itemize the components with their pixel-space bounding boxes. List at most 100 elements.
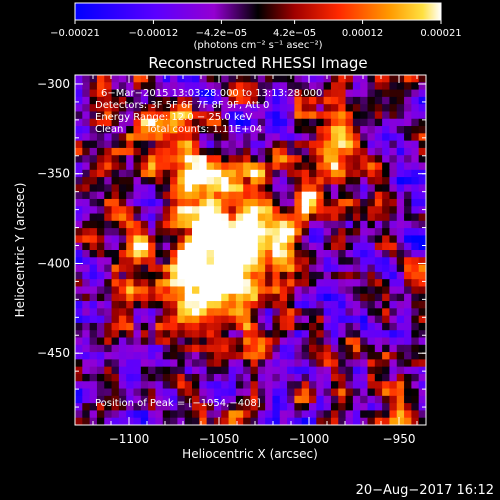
heatmap-cell [104, 381, 113, 390]
heatmap-cell [396, 322, 405, 331]
heatmap-cell [133, 206, 142, 215]
heatmap-cell [323, 133, 332, 142]
heatmap-cell [192, 235, 200, 244]
heatmap-cell [404, 279, 412, 288]
heatmap-cell [287, 96, 295, 105]
heatmap-cell [287, 206, 295, 215]
heatmap-cell [345, 337, 354, 346]
heatmap-cell [133, 301, 142, 309]
heatmap-cell [316, 344, 325, 353]
heatmap-cell [184, 177, 193, 185]
heatmap-cell [316, 198, 325, 207]
heatmap-cell [111, 264, 120, 273]
heatmap-cell [338, 104, 347, 113]
heatmap-cell [177, 359, 186, 368]
heatmap-cell [155, 242, 164, 251]
heatmap-cell [82, 352, 91, 360]
heatmap-cell [118, 308, 127, 317]
heatmap-cell [338, 96, 347, 105]
heatmap-cell [111, 133, 120, 142]
heatmap-cell [235, 118, 244, 127]
heatmap-cell [404, 169, 412, 178]
heatmap-cell [96, 147, 105, 156]
heatmap-cell [192, 308, 200, 317]
heatmap-cell [418, 126, 426, 134]
heatmap-cell [111, 352, 120, 360]
heatmap-cell [309, 417, 317, 425]
heatmap-cell [382, 337, 391, 346]
heatmap-cell [126, 126, 135, 134]
heatmap-cell [323, 308, 332, 317]
heatmap-cell [272, 206, 281, 215]
heatmap-cell [206, 111, 215, 120]
heatmap-cell [382, 264, 391, 273]
heatmap-cell [140, 337, 149, 346]
heatmap-cell [133, 308, 142, 317]
heatmap-cell [323, 381, 332, 390]
heatmap-cell [177, 264, 186, 273]
heatmap-cell [404, 308, 412, 317]
heatmap-cell [177, 220, 186, 229]
heatmap-cell [418, 213, 426, 222]
heatmap-cell [316, 359, 325, 368]
heatmap-cell [272, 388, 281, 397]
heatmap-cell [250, 147, 259, 156]
heatmap-cell [367, 315, 376, 324]
heatmap-cell [330, 177, 339, 185]
heatmap-cell [213, 366, 222, 375]
heatmap-cell [287, 352, 295, 360]
heatmap-cell [162, 381, 171, 390]
heatmap-cell [221, 82, 230, 91]
heatmap-cell [140, 330, 149, 339]
heatmap-cell [184, 104, 193, 113]
heatmap-cell [221, 388, 230, 397]
heatmap-cell [382, 235, 391, 244]
heatmap-cell [126, 301, 135, 309]
heatmap-cell [104, 228, 113, 237]
heatmap-cell [177, 228, 186, 237]
heatmap-cell [126, 82, 135, 91]
heatmap-cell [345, 308, 354, 317]
heatmap-cell [228, 381, 237, 390]
heatmap-cell [345, 213, 354, 222]
heatmap-cell [257, 126, 266, 134]
heatmap-cell [89, 293, 98, 302]
heatmap-cell [272, 264, 281, 273]
heatmap-cell [104, 257, 113, 266]
heatmap-cell [323, 293, 332, 302]
heatmap-cell [111, 155, 120, 164]
heatmap-cell [199, 75, 208, 83]
heatmap-cell [411, 75, 420, 83]
heatmap-cell [148, 206, 157, 215]
heatmap-cell [345, 322, 354, 331]
heatmap-cell [221, 155, 230, 164]
heatmap-cell [411, 330, 420, 339]
heatmap-cell [345, 126, 354, 134]
heatmap-cell [374, 155, 383, 164]
heatmap-cell [345, 293, 354, 302]
heatmap-cell [184, 250, 193, 258]
heatmap-cell [184, 417, 193, 425]
heatmap-cell [272, 140, 281, 149]
heatmap-cell [104, 264, 113, 273]
heatmap-cell [360, 337, 369, 346]
heatmap-cell [418, 96, 426, 105]
heatmap-cell [374, 366, 383, 375]
heatmap-cell [287, 250, 295, 258]
heatmap-cell [111, 373, 120, 382]
heatmap-cell [374, 301, 383, 309]
heatmap-cell [330, 220, 339, 229]
heatmap-cell [192, 111, 200, 120]
heatmap-cell [338, 366, 347, 375]
heatmap-cell [382, 308, 391, 317]
heatmap-cell [235, 220, 244, 229]
heatmap-cell [177, 250, 186, 258]
heatmap-cell [411, 147, 420, 156]
heatmap-cell [323, 235, 332, 244]
heatmap-cell [418, 322, 426, 331]
heatmap-cell [228, 337, 237, 346]
heatmap-cell [140, 228, 149, 237]
heatmap-cell [301, 96, 310, 105]
heatmap-cell [155, 191, 164, 200]
heatmap-cell [287, 177, 295, 185]
